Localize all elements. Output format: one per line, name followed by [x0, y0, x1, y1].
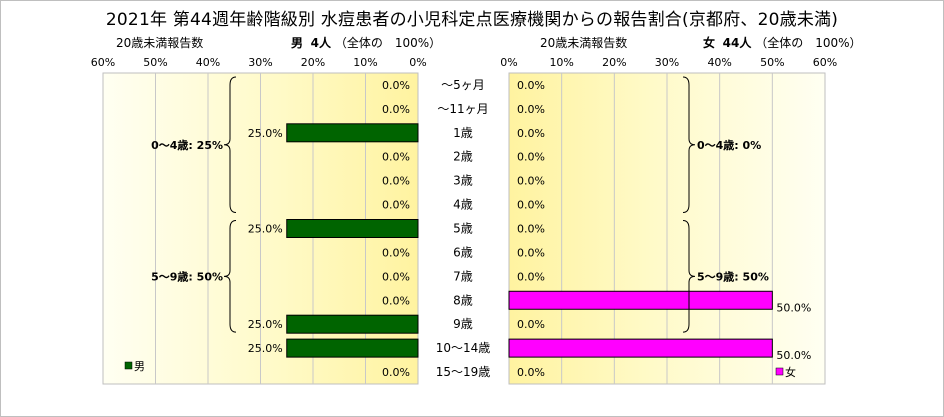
male-group-label: 5～9歳: 50%: [151, 269, 223, 283]
female-tick-label: 20%: [602, 56, 626, 69]
female-data-label: 0.0%: [517, 270, 545, 283]
age-category-label: 10～14歳: [436, 341, 491, 355]
male-data-label: 0.0%: [382, 246, 410, 259]
male-tick-label: 50%: [143, 56, 167, 69]
male-data-label: 25.0%: [248, 318, 283, 331]
male-legend-swatch: [124, 361, 133, 370]
female-data-label: 0.0%: [517, 103, 545, 116]
female-data-label: 0.0%: [517, 246, 545, 259]
age-category-label: 1歳: [453, 126, 473, 140]
female-bar: [508, 338, 773, 358]
female-axis-title: 20歳未満報告数: [540, 36, 628, 50]
age-category-label: 2歳: [453, 150, 473, 164]
male-data-label: 0.0%: [382, 199, 410, 212]
age-category-label: ～5ヶ月: [441, 78, 485, 92]
female-data-label: 50.0%: [776, 349, 811, 362]
age-category-label: 9歳: [453, 317, 473, 331]
male-tick-label: 20%: [301, 56, 325, 69]
male-bar: [286, 123, 419, 143]
female-tick-label: 0%: [500, 56, 517, 69]
age-category-label: 4歳: [453, 198, 473, 212]
male-data-label: 0.0%: [382, 294, 410, 307]
male-tick-label: 30%: [248, 56, 272, 69]
male-data-label: 25.0%: [248, 223, 283, 236]
female-data-label: 0.0%: [517, 79, 545, 92]
age-category-label: 15～19歳: [436, 365, 491, 379]
male-data-label: 25.0%: [248, 127, 283, 140]
female-tick-label: 50%: [760, 56, 784, 69]
female-legend-swatch: [775, 367, 784, 376]
male-legend-label: 男: [134, 360, 145, 373]
female-group-brace: [682, 76, 696, 214]
age-category-label: 5歳: [453, 222, 473, 236]
female-data-label: 0.0%: [517, 318, 545, 331]
male-bar: [286, 219, 419, 238]
male-axis-title: 20歳未満報告数: [116, 36, 204, 50]
male-tick-label: 10%: [353, 56, 377, 69]
male-series-label: 男: [291, 36, 304, 50]
male-count: 4人: [310, 36, 332, 50]
male-tick-label: 0%: [409, 56, 426, 69]
female-share: （全体の 100%）: [755, 36, 862, 50]
male-group-label: 0～4歳: 25%: [151, 138, 223, 152]
female-data-label: 0.0%: [517, 366, 545, 379]
male-data-label: 0.0%: [382, 151, 410, 164]
male-group-brace: [223, 220, 237, 333]
female-data-label: 0.0%: [517, 175, 545, 188]
male-bar: [286, 338, 419, 358]
male-data-label: 0.0%: [382, 270, 410, 283]
male-data-label: 0.0%: [382, 103, 410, 116]
age-category-label: ～11ヶ月: [437, 102, 488, 116]
female-tick-label: 30%: [655, 56, 679, 69]
male-tick-label: 40%: [196, 56, 220, 69]
female-legend-label: 女: [785, 365, 796, 379]
female-group-brace: [682, 220, 696, 333]
age-category-label: 7歳: [453, 269, 473, 283]
female-data-label: 0.0%: [517, 127, 545, 140]
male-bar: [286, 314, 419, 334]
female-data-label: 0.0%: [517, 199, 545, 212]
male-group-brace: [223, 76, 237, 214]
age-category-label: 8歳: [453, 293, 473, 307]
female-count: 44人: [722, 36, 752, 50]
male-data-label: 0.0%: [382, 175, 410, 188]
chart-title: 2021年 第44週年齢階級別 水痘患者の小児科定点医療機関からの報告割合(京都…: [105, 10, 839, 30]
female-group-label: 5～9歳: 50%: [697, 269, 769, 283]
male-data-label: 0.0%: [382, 366, 410, 379]
female-bar: [508, 290, 773, 310]
female-tick-label: 40%: [707, 56, 731, 69]
female-data-label: 50.0%: [776, 301, 811, 314]
female-tick-label: 10%: [549, 56, 573, 69]
female-group-label: 0～4歳: 0%: [697, 138, 761, 152]
female-tick-label: 60%: [813, 56, 837, 69]
age-category-label: 6歳: [453, 245, 473, 259]
female-data-label: 0.0%: [517, 223, 545, 236]
male-data-label: 25.0%: [248, 342, 283, 355]
age-category-label: 3歳: [453, 174, 473, 188]
female-data-label: 0.0%: [517, 151, 545, 164]
male-data-label: 0.0%: [382, 79, 410, 92]
female-series-label: 女: [703, 36, 716, 50]
female-header: 女 44人 （全体の 100%）: [703, 34, 862, 51]
male-share: （全体の 100%）: [334, 36, 442, 50]
male-tick-label: 60%: [91, 56, 115, 69]
male-header: 男 4人 （全体の 100%）: [291, 34, 441, 51]
